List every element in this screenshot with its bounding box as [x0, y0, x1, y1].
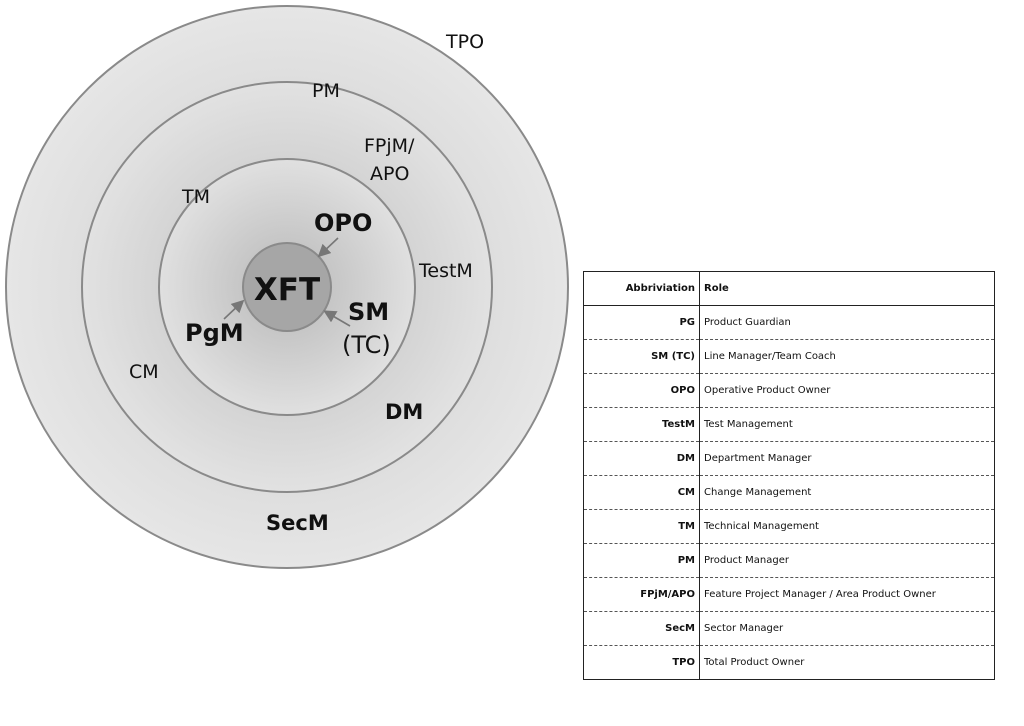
- cell-abbr: DM: [583, 441, 700, 476]
- roles-table: Abbriviation Role PG Product Guardian SM…: [583, 271, 995, 680]
- label-opo: OPO: [314, 209, 372, 237]
- cell-role: Change Management: [699, 475, 995, 510]
- header-role: Role: [699, 271, 995, 306]
- cell-abbr: PM: [583, 543, 700, 578]
- cell-abbr: OPO: [583, 373, 700, 408]
- arrow-sm: [323, 310, 351, 327]
- header-abbreviation: Abbriviation: [583, 271, 700, 306]
- table-row: OPO Operative Product Owner: [583, 373, 995, 408]
- cell-role: Product Guardian: [699, 305, 995, 340]
- label-fpjm: FPjM/: [364, 135, 415, 157]
- cell-abbr: CM: [583, 475, 700, 510]
- role-circles-diagram: TPO PM FPjM/ APO TM TestM CM DM SecM OPO…: [5, 5, 569, 569]
- label-pm: PM: [312, 80, 340, 102]
- cell-abbr: SecM: [583, 611, 700, 646]
- cell-role: Product Manager: [699, 543, 995, 578]
- table-row: TPO Total Product Owner: [583, 645, 995, 680]
- table-row: SM (TC) Line Manager/Team Coach: [583, 339, 995, 374]
- label-apo: APO: [370, 163, 409, 185]
- cell-role: Sector Manager: [699, 611, 995, 646]
- table-row: DM Department Manager: [583, 441, 995, 476]
- cell-abbr: TPO: [583, 645, 700, 680]
- table-header-row: Abbriviation Role: [583, 271, 995, 306]
- cell-abbr: FPjM/APO: [583, 577, 700, 612]
- table-row: PG Product Guardian: [583, 305, 995, 340]
- table-row: FPjM/APO Feature Project Manager / Area …: [583, 577, 995, 612]
- label-sm-tc: (TC): [342, 331, 391, 359]
- cell-role: Test Management: [699, 407, 995, 442]
- arrow-opo: [317, 237, 339, 258]
- table-row: CM Change Management: [583, 475, 995, 510]
- table-row: TM Technical Management: [583, 509, 995, 544]
- cell-abbr: TM: [583, 509, 700, 544]
- label-sm: SM: [348, 298, 389, 326]
- label-testm: TestM: [418, 260, 473, 282]
- cell-role: Operative Product Owner: [699, 373, 995, 408]
- label-dm: DM: [385, 400, 423, 424]
- cell-abbr: TestM: [583, 407, 700, 442]
- arrow-pgm: [223, 299, 245, 320]
- center-circle-xft: [242, 242, 332, 332]
- cell-abbr: PG: [583, 305, 700, 340]
- label-tm: TM: [181, 186, 210, 208]
- cell-role: Department Manager: [699, 441, 995, 476]
- label-secm: SecM: [266, 511, 329, 535]
- cell-role: Technical Management: [699, 509, 995, 544]
- label-xft: XFT: [254, 272, 320, 308]
- table-row: TestM Test Management: [583, 407, 995, 442]
- table-row: PM Product Manager: [583, 543, 995, 578]
- label-pgm: PgM: [185, 319, 244, 347]
- cell-role: Total Product Owner: [704, 657, 805, 668]
- label-tpo: TPO: [445, 31, 484, 53]
- label-cm: CM: [129, 361, 159, 383]
- cell-role: Line Manager/Team Coach: [699, 339, 995, 374]
- cell-abbr: SM (TC): [583, 339, 700, 374]
- cell-role: Feature Project Manager / Area Product O…: [699, 577, 995, 612]
- table-row: SecM Sector Manager: [583, 611, 995, 646]
